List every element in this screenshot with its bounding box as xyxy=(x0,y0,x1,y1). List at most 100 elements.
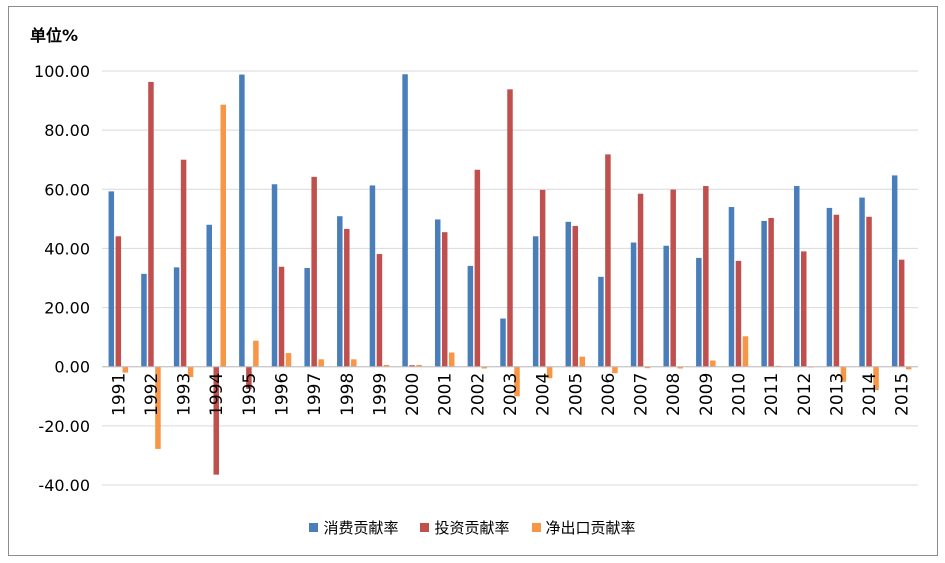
bar-series-1-2013 xyxy=(833,214,840,367)
bar-series-1-2015 xyxy=(898,259,905,367)
bar-series-2-1992 xyxy=(155,366,161,449)
legend-item-investment: 投资贡献率 xyxy=(420,517,510,538)
bar-series-0-1992 xyxy=(141,273,147,367)
bar-series-0-2012 xyxy=(794,186,800,367)
x-tick-label: 2000 xyxy=(403,373,423,416)
bar-series-1-1993 xyxy=(180,159,187,367)
legend-item-consumption: 消费贡献率 xyxy=(309,517,398,538)
unit-label: 单位% xyxy=(30,26,79,45)
bar-series-2-2008 xyxy=(677,366,683,369)
bar-series-1-2008 xyxy=(670,189,676,367)
bar-series-1-1992 xyxy=(148,81,154,367)
bar-series-0-2009 xyxy=(696,257,702,367)
x-tick-label: 1995 xyxy=(240,373,260,416)
bar-series-1-2005 xyxy=(572,225,579,367)
x-tick-label: 1991 xyxy=(109,373,129,416)
legend-swatch-net-export xyxy=(531,523,541,532)
bar-series-0-2013 xyxy=(826,207,833,367)
bar-series-1-2009 xyxy=(703,186,709,367)
x-tick-label: 2007 xyxy=(632,373,652,416)
x-tick-label: 1993 xyxy=(175,373,195,416)
bar-series-0-2006 xyxy=(598,276,604,367)
bar-series-2-2002 xyxy=(481,366,488,369)
bar-series-2-1997 xyxy=(318,359,324,367)
bar-series-0-1995 xyxy=(239,74,245,367)
x-tick-label: 2003 xyxy=(501,373,521,416)
y-tick-label: 20.00 xyxy=(44,299,90,318)
bar-series-1-1998 xyxy=(344,228,350,367)
bar-series-2-2006 xyxy=(612,366,618,374)
bar-series-0-1999 xyxy=(369,185,376,367)
bar-series-1-1996 xyxy=(278,266,285,367)
bar-series-0-2011 xyxy=(761,220,767,367)
legend-swatch-investment xyxy=(420,523,430,532)
bar-series-1-2003 xyxy=(507,89,513,367)
bar-series-2-2001 xyxy=(448,352,455,367)
bar-series-1-2014 xyxy=(866,216,872,367)
x-tick-label: 1996 xyxy=(273,373,293,416)
bar-series-2-1991 xyxy=(122,366,129,373)
bar-series-1-2006 xyxy=(605,154,611,367)
bar-series-0-2014 xyxy=(859,197,865,367)
bar-series-0-2001 xyxy=(434,219,441,367)
x-tick-label: 2011 xyxy=(762,373,782,416)
bar-series-1-2007 xyxy=(637,193,644,367)
bar-series-2-2013 xyxy=(840,366,847,382)
bar-series-2-1994 xyxy=(220,104,226,367)
bar-series-0-1991 xyxy=(108,191,115,367)
x-tick-label: 2015 xyxy=(893,373,913,416)
legend-label-consumption: 消费贡献率 xyxy=(323,519,399,537)
x-tick-label: 1992 xyxy=(142,373,162,416)
bar-series-0-2000 xyxy=(402,74,408,367)
y-tick-label: 100.00 xyxy=(34,62,90,81)
bar-series-2-2004 xyxy=(546,366,553,379)
bar-series-0-2015 xyxy=(891,175,898,367)
bar-series-1-2000 xyxy=(409,365,415,367)
bar-series-1-2010 xyxy=(735,260,742,367)
x-tick-label: 2009 xyxy=(697,373,717,416)
y-tick-label: 0.00 xyxy=(54,358,90,377)
bar-series-2-2014 xyxy=(873,366,879,391)
bar-series-0-2003 xyxy=(500,318,506,367)
x-tick-label: 1994 xyxy=(207,373,227,416)
bar-series-0-1998 xyxy=(337,216,343,367)
bar-series-1-1995 xyxy=(246,366,252,389)
x-tick-label: 1999 xyxy=(370,373,390,416)
x-tick-label: 2008 xyxy=(664,373,684,416)
x-tick-label: 2014 xyxy=(860,373,880,416)
bar-series-2-2015 xyxy=(905,366,912,370)
bar-series-0-1997 xyxy=(304,267,310,367)
bar-series-2-1995 xyxy=(253,340,259,367)
y-tick-label: -40.00 xyxy=(38,476,90,495)
x-tick-label: 2013 xyxy=(827,373,847,416)
bar-series-1-2001 xyxy=(441,232,448,367)
x-tick-label: 1997 xyxy=(305,373,325,416)
bar-series-2-1998 xyxy=(351,359,357,367)
bar-series-1-1994 xyxy=(213,366,219,475)
bar-series-2-1993 xyxy=(187,366,194,378)
bar-series-2-2010 xyxy=(742,336,749,367)
bar-series-2-2007 xyxy=(644,366,651,369)
legend-swatch-consumption xyxy=(309,523,319,532)
legend: 消费贡献率 投资贡献率 净出口贡献率 xyxy=(0,517,945,538)
y-axis-ticks: 100.00 80.00 60.00 40.00 20.00 0.00 -20.00 -40.… xyxy=(34,62,90,495)
bar-series-1-2012 xyxy=(801,251,807,367)
x-tick-label: 1998 xyxy=(338,373,358,416)
bar-series-1-1991 xyxy=(115,236,122,367)
y-tick-label: 80.00 xyxy=(44,121,90,140)
x-tick-label: 2005 xyxy=(566,373,586,416)
x-axis-labels: 1991 1992 1993 1994 1995 1996 1997 1998 1999 2000… xyxy=(109,373,912,416)
bar-series-1-2002 xyxy=(474,169,481,367)
bar-series-0-1996 xyxy=(271,184,278,367)
bar-series-0-1993 xyxy=(173,267,180,367)
legend-label-net-export: 净出口贡献率 xyxy=(545,519,636,537)
x-tick-label: 2002 xyxy=(468,373,488,416)
bar-series-1-2004 xyxy=(539,189,546,367)
bar-series-0-2010 xyxy=(728,207,735,367)
bar-series-0-2005 xyxy=(565,221,572,367)
bar-series-0-2008 xyxy=(663,245,669,367)
bar-series-2-2005 xyxy=(579,356,586,367)
y-tick-label: 40.00 xyxy=(44,239,90,258)
legend-label-investment: 投资贡献率 xyxy=(434,519,510,537)
